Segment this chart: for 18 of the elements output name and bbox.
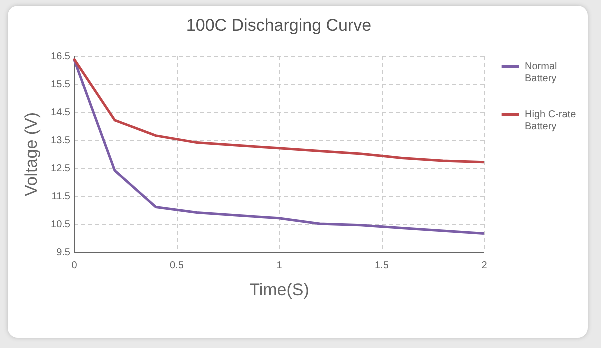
y-tick-label: 11.5 [52, 192, 71, 202]
y-axis-title: Voltage (V) [22, 112, 42, 197]
chart-title: 100C Discharging Curve [186, 16, 372, 35]
x-tick-label: 0.5 [170, 260, 184, 272]
x-axis-title: Time(S) [250, 280, 310, 300]
y-tick-label: 16.5 [51, 52, 71, 62]
y-tick-label: 12.5 [51, 164, 71, 174]
y-tick-label: 9.5 [56, 248, 71, 258]
legend-label: Normal Battery [525, 62, 558, 84]
y-tick-label: 14.5 [51, 108, 71, 118]
legend-label: High C-rate Battery [525, 110, 577, 132]
y-tick-label: 10.5 [51, 220, 71, 230]
x-tick-label: 1 [276, 260, 283, 272]
x-tick-label: 1.5 [375, 260, 390, 272]
y-tick-label: 15.5 [51, 80, 71, 90]
x-tick-label: 2 [482, 260, 488, 272]
x-tick-label: 0 [72, 260, 78, 272]
y-tick-label: 13.5 [51, 136, 71, 146]
